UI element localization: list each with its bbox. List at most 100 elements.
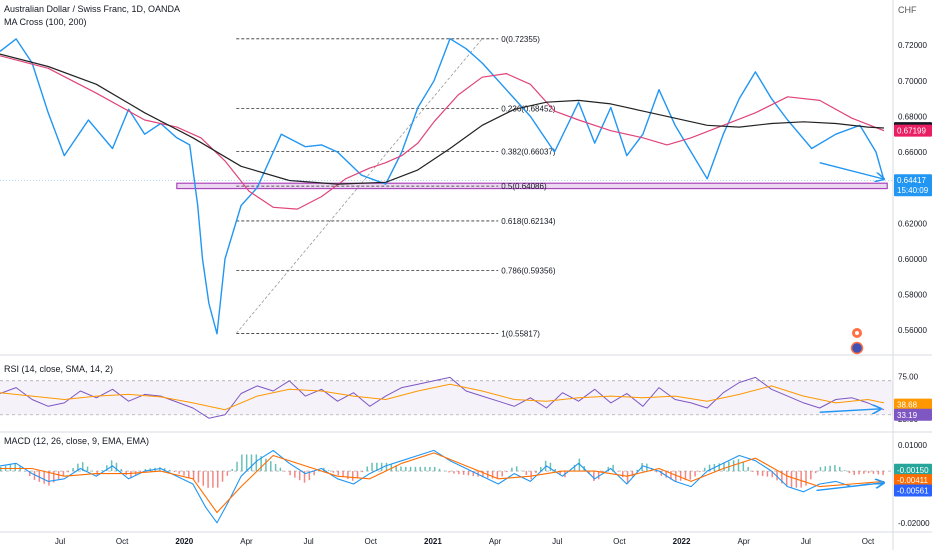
- macd-histogram-bar: [867, 471, 870, 474]
- macd-histogram-bar: [448, 471, 450, 473]
- macd-histogram-bar: [838, 466, 841, 472]
- macd-histogram-bar: [342, 471, 344, 478]
- macd-histogram-bar: [597, 471, 600, 480]
- macd-histogram-bar: [520, 470, 523, 472]
- macd-histogram-bar: [294, 471, 296, 478]
- macd-histogram-bar: [226, 471, 229, 476]
- macd-histogram-bar: [824, 466, 827, 472]
- macd-histogram-bar: [106, 465, 108, 472]
- macd-histogram-bar: [77, 463, 79, 472]
- price-badge-bg: [894, 124, 932, 137]
- macd-histogram-bar: [231, 468, 233, 472]
- macd-histogram-bar: [612, 464, 614, 472]
- price-divergence-arrow[interactable]: [819, 162, 884, 179]
- price-badge-bg: [894, 398, 932, 411]
- macd-histogram-bar: [636, 469, 638, 472]
- macd-histogram-bar: [559, 471, 561, 476]
- macd-line[interactable]: [0, 449, 884, 524]
- x-tick-label: Oct: [116, 537, 129, 546]
- macd-histogram-bar: [81, 462, 84, 472]
- macd-histogram-bar: [742, 461, 745, 472]
- price-badge-bg: [894, 484, 932, 497]
- macd-histogram-bar: [144, 468, 147, 472]
- macd-histogram-bar: [274, 464, 277, 472]
- price-badge: 33.19: [894, 408, 932, 421]
- macd-histogram-bar: [347, 471, 349, 479]
- alert-flag-icon[interactable]: [851, 327, 863, 339]
- macd-histogram-bar: [289, 471, 291, 476]
- macd-histogram-bar: [708, 464, 711, 472]
- macd-histogram-bar: [506, 471, 508, 473]
- x-tick-label: Apr: [489, 537, 502, 546]
- macd-histogram-bar: [771, 471, 773, 478]
- macd-histogram-bar: [91, 470, 94, 472]
- price-badge: -0.00411: [894, 474, 932, 487]
- macd-histogram-bar: [376, 462, 378, 472]
- fib-trend-line[interactable]: [235, 38, 483, 334]
- currency-label: CHF: [898, 5, 917, 15]
- rsi-line[interactable]: [0, 376, 885, 419]
- macd-histogram-bar: [53, 471, 55, 483]
- macd-histogram-bar: [188, 471, 190, 478]
- support-zone[interactable]: [176, 182, 888, 190]
- macd-histogram-bar: [168, 470, 171, 472]
- macd-histogram-bar: [617, 471, 619, 472]
- macd-histogram-bar: [747, 466, 749, 472]
- macd-histogram-bar: [351, 471, 354, 481]
- indicator-legend: MA Cross (100, 200): [4, 17, 87, 27]
- macd-histogram-bar: [819, 466, 822, 472]
- fib-level-label: 0(0.72355): [501, 35, 540, 44]
- macd-histogram-bar: [120, 468, 123, 472]
- price-badge-bg: [894, 174, 932, 197]
- signal-line[interactable]: [0, 452, 885, 514]
- ma_slow-line[interactable]: [0, 53, 885, 185]
- x-tick-label: Oct: [862, 537, 875, 546]
- macd-histogram-bar: [544, 460, 547, 472]
- macd-histogram-bar: [525, 471, 528, 475]
- macd-histogram-bar: [848, 471, 851, 474]
- price-badge-label: 0.64417: [897, 176, 926, 185]
- rsi-divergence-arrow[interactable]: [819, 409, 881, 412]
- macd-histogram-bar: [675, 471, 677, 482]
- price-line[interactable]: [0, 38, 885, 335]
- earnings-icon[interactable]: [850, 341, 864, 355]
- macd-histogram-bar: [757, 471, 759, 476]
- macd-histogram-bar: [332, 471, 335, 473]
- macd-histogram-bar: [371, 462, 373, 472]
- macd-histogram-bar: [622, 471, 624, 478]
- x-tick-label: Jul: [552, 537, 562, 546]
- macd-histogram-bar: [173, 471, 176, 472]
- macd-histogram-bar: [665, 471, 667, 478]
- macd-histogram-bar: [14, 463, 16, 472]
- price-badge-label: 0.67199: [897, 127, 926, 136]
- ma_fast-line[interactable]: [0, 55, 885, 210]
- price-badge-label: -0.00150: [897, 466, 929, 475]
- price-badge: -0.00150: [894, 463, 932, 476]
- macd-histogram-bar: [578, 458, 581, 472]
- macd-histogram-bar: [405, 466, 407, 472]
- rsi_ma-line[interactable]: [0, 383, 885, 411]
- x-tick-label: Jul: [303, 537, 313, 546]
- price-tick-label: 0.60000: [898, 255, 927, 264]
- x-tick-label: 2021: [424, 537, 442, 546]
- macd-tick-label: 0.01000: [898, 441, 927, 450]
- macd-histogram-bar: [790, 471, 793, 488]
- macd-histogram-bar: [409, 466, 412, 472]
- macd-histogram-bar: [308, 471, 311, 481]
- macd-histogram-bar: [752, 471, 754, 472]
- macd-divergence-arrow[interactable]: [816, 483, 884, 492]
- alert-flag-icon-dot: [855, 331, 859, 335]
- macd-histogram-bar: [482, 471, 484, 478]
- price-badge: 38.68: [894, 398, 932, 411]
- macd-histogram-bar: [511, 467, 513, 472]
- macd-histogram-bar: [414, 466, 417, 472]
- earnings-icon-circle: [850, 341, 864, 355]
- rsi-tick-label: 75.00: [898, 373, 919, 382]
- price-badge-label: -0.00561: [897, 486, 929, 495]
- fib-level-label: 0.786(0.59356): [501, 266, 556, 275]
- price-tick-label: 0.62000: [898, 219, 927, 228]
- macd-histogram-bar: [255, 454, 258, 472]
